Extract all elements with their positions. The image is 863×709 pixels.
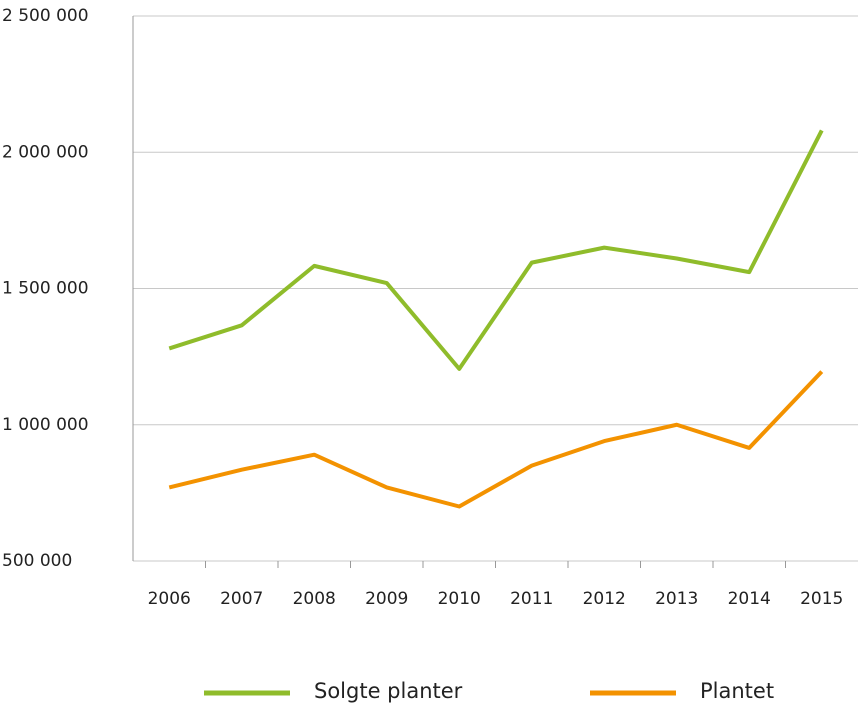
x-tick-label: 2006 [148, 589, 191, 609]
x-tick-label: 2010 [438, 589, 481, 609]
x-tick-label: 2007 [220, 589, 263, 609]
x-tick-label: 2013 [655, 589, 698, 609]
y-tick-label: 1 000 000 [2, 415, 89, 435]
legend-label: Plantet [700, 679, 774, 703]
x-tick-label: 2012 [583, 589, 626, 609]
y-tick-label: 500 000 [2, 551, 72, 571]
series-line [168, 370, 824, 509]
x-tick-label: 2011 [510, 589, 553, 609]
y-tick-label: 2 500 000 [2, 6, 89, 26]
series-line [168, 129, 824, 371]
y-tick-label: 2 000 000 [2, 142, 89, 162]
x-tick-label: 2015 [800, 589, 843, 609]
legend: Solgte planter Plantet [204, 679, 774, 703]
y-tick-label: 1 500 000 [2, 279, 89, 299]
x-tick-label: 2009 [365, 589, 408, 609]
x-tick-label: 2014 [728, 589, 771, 609]
x-tick-label: 2008 [293, 589, 336, 609]
legend-label: Solgte planter [314, 679, 463, 703]
